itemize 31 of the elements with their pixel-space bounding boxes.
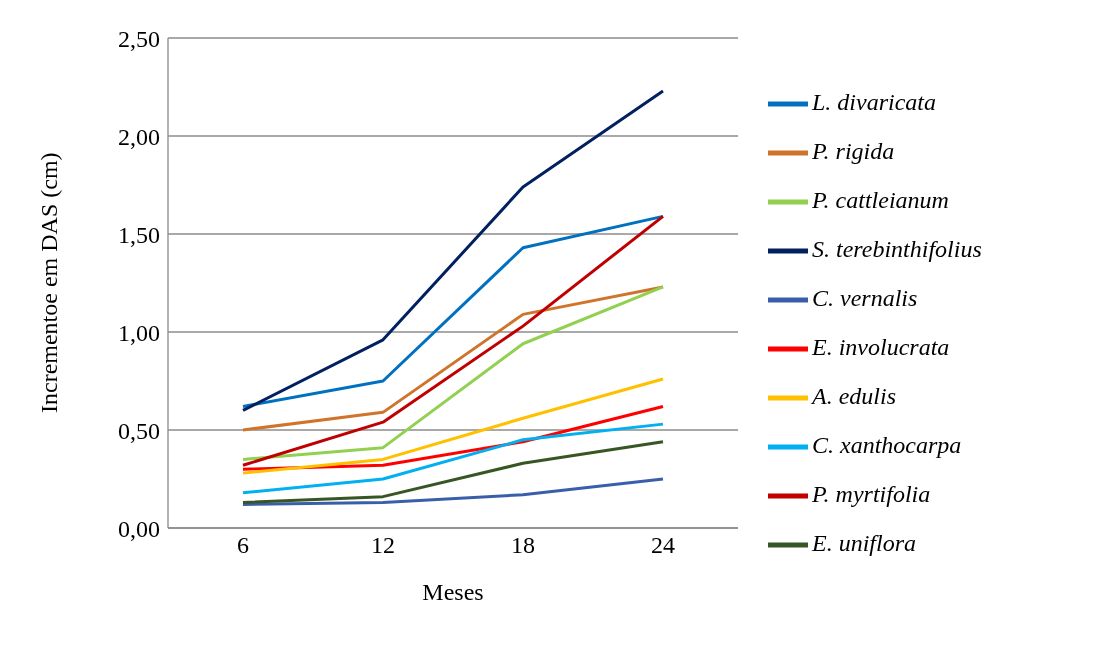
y-tick-label: 2,00 <box>118 123 160 150</box>
y-tick-label: 1,00 <box>118 319 160 346</box>
x-tick-label: 6 <box>237 532 249 559</box>
legend-label: P. myrtifolia <box>812 481 931 507</box>
legend-label: L. divaricata <box>812 89 936 115</box>
y-tick-label: 0,50 <box>118 417 160 444</box>
legend-label: E. involucrata <box>812 334 950 360</box>
legend-label: C. vernalis <box>812 285 918 311</box>
legend-label: P. cattleianum <box>812 187 949 213</box>
x-tick-label: 24 <box>651 532 675 559</box>
x-tick-label: 18 <box>511 532 535 559</box>
line-series <box>241 89 665 412</box>
line-series <box>241 377 665 475</box>
line-series <box>241 214 665 467</box>
line-series <box>241 285 665 461</box>
legend-label: A. edulis <box>812 383 896 409</box>
legend-label: S. terebinthifolius <box>812 236 982 262</box>
legend-label: C. xanthocarpa <box>812 432 962 458</box>
y-tick-label: 2,50 <box>118 25 160 52</box>
x-tick-label: 12 <box>371 532 395 559</box>
legend-label: P. rigida <box>812 138 895 164</box>
legend-label: E. uniflora <box>812 530 917 556</box>
y-axis-title: Incrementoe em DAS (cm) <box>35 152 62 413</box>
line-series <box>241 214 665 408</box>
x-axis-title: Meses <box>422 579 484 605</box>
y-tick-label: 0,00 <box>118 515 160 542</box>
line-series <box>241 477 665 506</box>
y-tick-label: 1,50 <box>118 221 160 248</box>
line-series <box>241 440 665 505</box>
line-series <box>241 285 665 432</box>
line-series <box>241 422 665 495</box>
